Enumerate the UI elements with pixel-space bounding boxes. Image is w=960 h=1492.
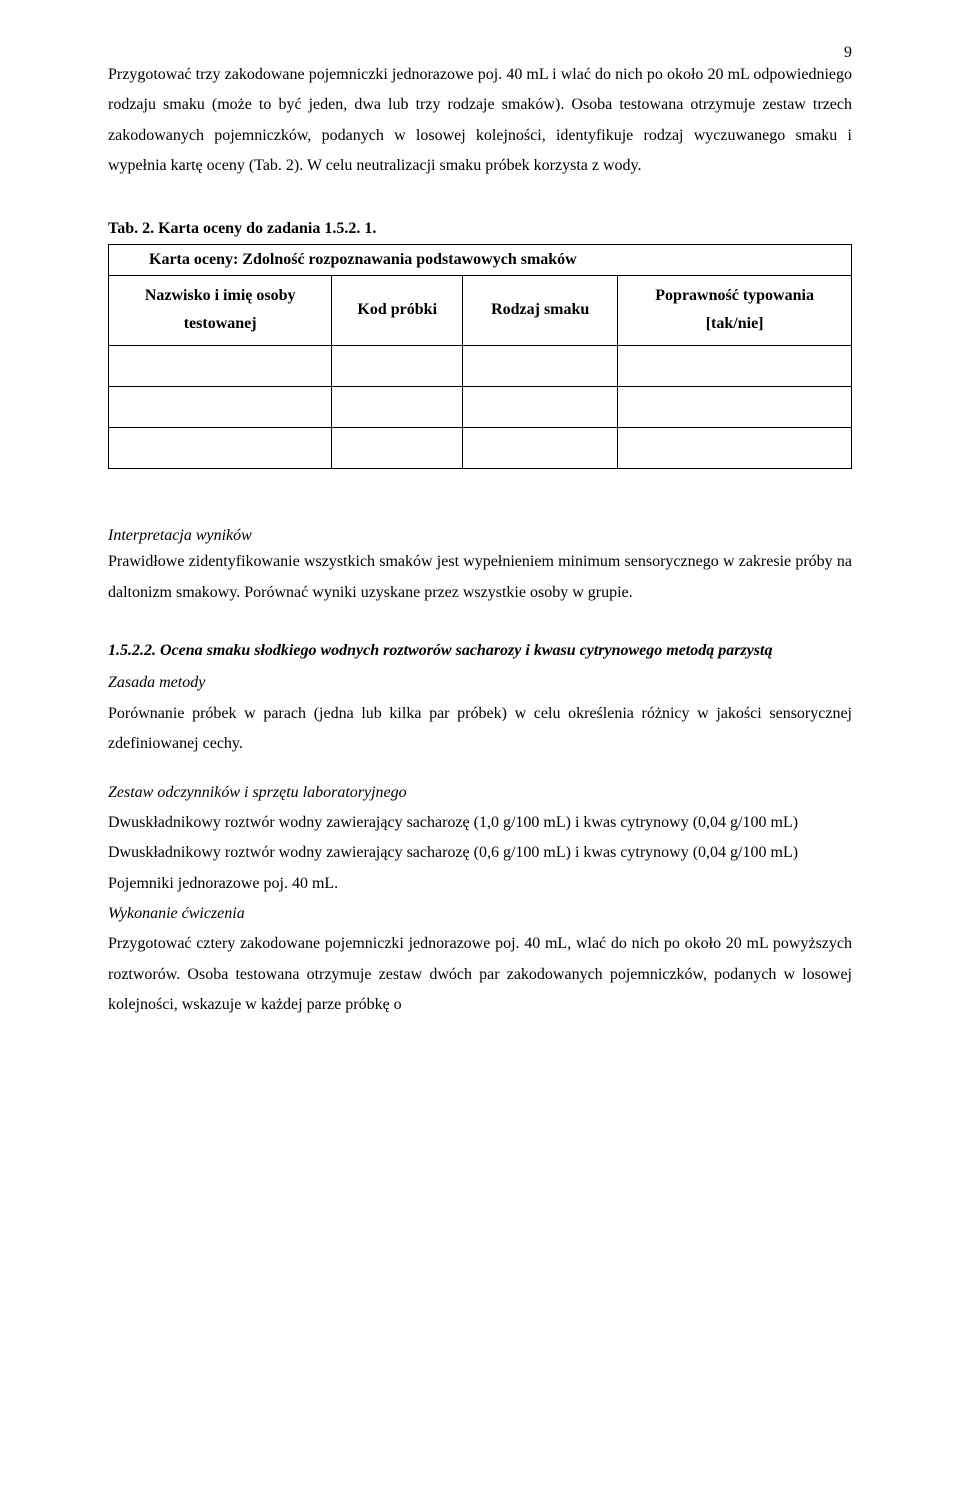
table-col1-line1: Nazwisko i imię osoby bbox=[145, 287, 296, 304]
paragraph-intro: Przygotować trzy zakodowane pojemniczki … bbox=[108, 60, 852, 182]
table-cell bbox=[109, 428, 332, 469]
zestaw-line2: Dwuskładnikowy roztwór wodny zawierający… bbox=[108, 838, 852, 868]
table-title: Karta oceny: Zdolność rozpoznawania pods… bbox=[109, 244, 852, 275]
table-col4-line1: Poprawność typowania bbox=[655, 287, 814, 304]
table-row bbox=[109, 428, 852, 469]
zestaw-line1: Dwuskładnikowy roztwór wodny zawierający… bbox=[108, 808, 852, 838]
wykonanie-body: Przygotować cztery zakodowane pojemniczk… bbox=[108, 929, 852, 1020]
table-cell bbox=[618, 346, 852, 387]
table-col2-header: Kod próbki bbox=[332, 275, 463, 346]
table-col4-line2: [tak/nie] bbox=[706, 315, 764, 332]
zestaw-heading: Zestaw odczynników i sprzętu laboratoryj… bbox=[108, 778, 852, 808]
table-cell bbox=[332, 387, 463, 428]
page-number: 9 bbox=[844, 44, 852, 62]
table-row bbox=[109, 387, 852, 428]
wykonanie-heading: Wykonanie ćwiczenia bbox=[108, 899, 852, 929]
table-col1-line2: testowanej bbox=[184, 315, 257, 332]
subsection-title: 1.5.2.2. Ocena smaku słodkiego wodnych r… bbox=[108, 636, 852, 666]
interpretation-body: Prawidłowe zidentyfikowanie wszystkich s… bbox=[108, 547, 852, 608]
table-cell bbox=[463, 387, 618, 428]
table-cell bbox=[463, 346, 618, 387]
interpretation-heading: Interpretacja wyników bbox=[108, 527, 852, 545]
table-col4-header: Poprawność typowania [tak/nie] bbox=[618, 275, 852, 346]
page: 9 Przygotować trzy zakodowane pojemniczk… bbox=[0, 0, 960, 1492]
table-cell bbox=[618, 387, 852, 428]
table-row bbox=[109, 346, 852, 387]
table-cell bbox=[109, 346, 332, 387]
table-col3-header: Rodzaj smaku bbox=[463, 275, 618, 346]
table-cell bbox=[109, 387, 332, 428]
score-card-table: Karta oceny: Zdolność rozpoznawania pods… bbox=[108, 244, 852, 470]
table-col1-header: Nazwisko i imię osoby testowanej bbox=[109, 275, 332, 346]
table-cell bbox=[332, 346, 463, 387]
table-caption: Tab. 2. Karta oceny do zadania 1.5.2. 1. bbox=[108, 220, 852, 238]
zasada-heading: Zasada metody bbox=[108, 668, 852, 698]
table-cell bbox=[618, 428, 852, 469]
zestaw-line3: Pojemniki jednorazowe poj. 40 mL. bbox=[108, 869, 852, 899]
table-cell bbox=[332, 428, 463, 469]
table-cell bbox=[463, 428, 618, 469]
zasada-body: Porównanie próbek w parach (jedna lub ki… bbox=[108, 699, 852, 760]
